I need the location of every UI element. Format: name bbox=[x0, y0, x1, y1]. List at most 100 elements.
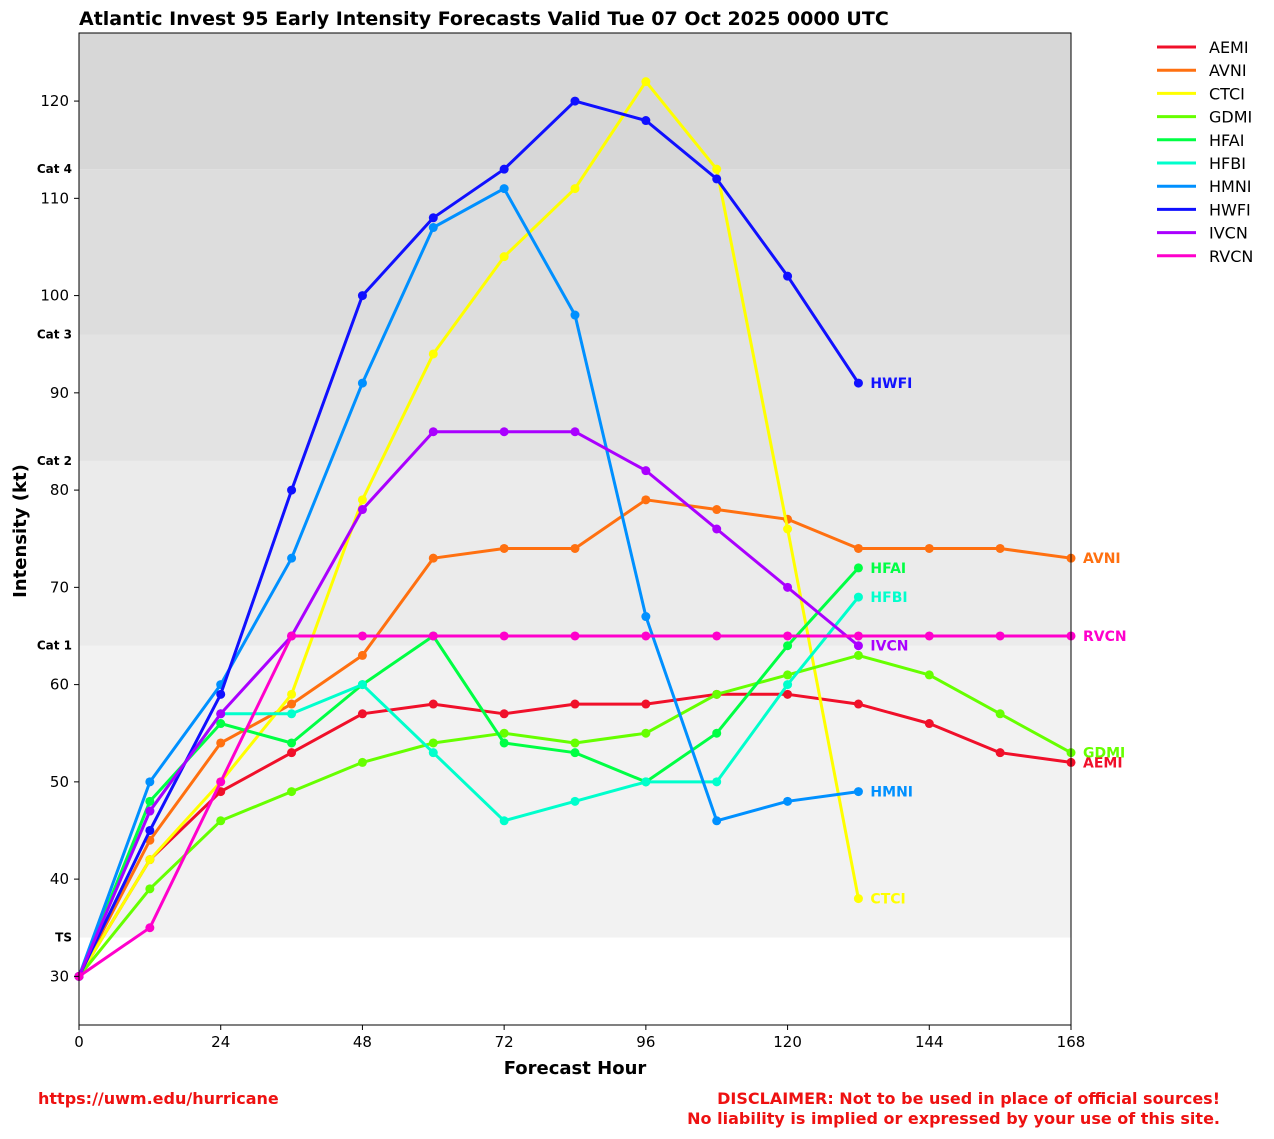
y-tick-label: 30 bbox=[50, 967, 69, 985]
data-point-rvcn bbox=[570, 631, 580, 641]
legend-item-hmni: HMNI bbox=[1157, 177, 1252, 196]
legend-label: HFAI bbox=[1209, 131, 1244, 150]
data-point-rvcn bbox=[712, 631, 722, 641]
data-point-avni bbox=[995, 543, 1005, 553]
data-point-aemi bbox=[570, 699, 580, 709]
data-point-hwfi bbox=[783, 271, 793, 281]
data-point-avni bbox=[357, 650, 367, 660]
y-tick-label: 80 bbox=[50, 481, 69, 499]
data-point-gdmi bbox=[783, 670, 793, 680]
series-end-labels: AEMI AVNI CTCI GDMI HFAI HFBI HMNI HWFI IVCN RVCN bbox=[870, 376, 1126, 907]
data-point-ivcn bbox=[145, 806, 155, 816]
series-rvcn bbox=[74, 631, 1076, 981]
series-line-ivcn bbox=[77, 430, 860, 977]
legend-item-rvcn: RVCN bbox=[1157, 247, 1253, 266]
end-label-gdmi: GDMI bbox=[1083, 746, 1125, 762]
legend-label: RVCN bbox=[1209, 247, 1253, 266]
footer-url[interactable]: https://uwm.edu/hurricane bbox=[38, 1089, 279, 1108]
y-tick-label: 110 bbox=[40, 189, 69, 207]
data-point-gdmi bbox=[357, 757, 367, 767]
legend-item-avni: AVNI bbox=[1157, 61, 1247, 80]
data-point-ivcn bbox=[428, 427, 438, 437]
legend-label: AEMI bbox=[1209, 38, 1249, 57]
data-point-hmni bbox=[499, 184, 509, 194]
data-point-gdmi bbox=[145, 884, 155, 894]
data-point-hfbi bbox=[499, 816, 509, 826]
x-tick-label: 96 bbox=[636, 1033, 655, 1051]
x-tick-label: 72 bbox=[495, 1033, 514, 1051]
data-point-rvcn bbox=[357, 631, 367, 641]
data-point-avni bbox=[570, 543, 580, 553]
data-point-ctci bbox=[145, 855, 155, 865]
end-label-ivcn: IVCN bbox=[870, 639, 908, 655]
data-point-hfbi bbox=[570, 796, 580, 806]
data-point-hmni bbox=[287, 553, 297, 563]
band-cat-3 bbox=[79, 169, 1071, 335]
series-line-hfai bbox=[77, 566, 860, 977]
series-ctci bbox=[74, 77, 863, 981]
y-axis-ticks: 30 40 50 60 70 80 90 100 110 120 bbox=[40, 92, 79, 985]
data-point-hwfi bbox=[853, 378, 863, 388]
legend: AEMI AVNI CTCI GDMI HFAI HFBI HMNI HWFI IVCN RVCN bbox=[1157, 38, 1253, 266]
data-point-ctci bbox=[357, 495, 367, 505]
data-point-hfbi bbox=[712, 777, 722, 787]
data-point-rvcn bbox=[428, 631, 438, 641]
legend-item-hfbi: HFBI bbox=[1157, 154, 1246, 173]
x-tick-label: 120 bbox=[773, 1033, 802, 1051]
end-label-hwfi: HWFI bbox=[870, 376, 912, 392]
legend-label: CTCI bbox=[1209, 84, 1245, 103]
data-point-avni bbox=[641, 495, 651, 505]
data-point-hmni bbox=[428, 223, 438, 233]
data-point-aemi bbox=[783, 689, 793, 699]
x-axis-ticks: 0 24 48 72 96 120 144 168 bbox=[74, 1025, 1085, 1051]
data-point-ivcn bbox=[641, 466, 651, 476]
series-line-hmni bbox=[77, 187, 859, 977]
data-point-rvcn bbox=[924, 631, 934, 641]
data-point-rvcn bbox=[995, 631, 1005, 641]
y-tick-label: 70 bbox=[50, 578, 69, 596]
legend-item-ctci: CTCI bbox=[1157, 84, 1245, 103]
data-point-hmni bbox=[145, 777, 155, 787]
data-point-hfbi bbox=[357, 680, 367, 690]
data-point-hfbi bbox=[853, 592, 863, 602]
data-point-hwfi bbox=[641, 116, 651, 126]
series-line-hwfi bbox=[77, 99, 860, 978]
band-label-cat-4: Cat 4 bbox=[37, 162, 72, 176]
data-point-gdmi bbox=[924, 670, 934, 680]
end-label-rvcn: RVCN bbox=[1083, 629, 1127, 645]
x-axis-label: Forecast Hour bbox=[504, 1058, 647, 1079]
data-point-avni bbox=[712, 505, 722, 515]
end-label-hfbi: HFBI bbox=[870, 590, 907, 606]
data-point-gdmi bbox=[287, 787, 297, 797]
data-point-hfai bbox=[853, 563, 863, 573]
y-tick-label: 120 bbox=[40, 92, 69, 110]
data-point-rvcn bbox=[853, 631, 863, 641]
data-point-hwfi bbox=[287, 485, 297, 495]
data-point-ivcn bbox=[712, 524, 722, 534]
series-hmni bbox=[74, 184, 863, 981]
data-point-rvcn bbox=[145, 923, 155, 933]
data-point-ivcn bbox=[216, 709, 226, 719]
data-point-gdmi bbox=[995, 709, 1005, 719]
data-point-avni bbox=[499, 543, 509, 553]
x-tick-label: 144 bbox=[915, 1033, 944, 1051]
band-label-cat-3: Cat 3 bbox=[37, 327, 72, 341]
data-point-hmni bbox=[641, 612, 651, 622]
band-cat-1 bbox=[79, 460, 1071, 646]
data-point-avni bbox=[287, 699, 297, 709]
legend-item-ivcn: IVCN bbox=[1157, 224, 1248, 243]
data-point-hmni bbox=[570, 310, 580, 320]
data-point-aemi bbox=[428, 699, 438, 709]
data-point-ctci bbox=[499, 252, 509, 262]
data-point-gdmi bbox=[712, 689, 722, 699]
data-point-ivcn bbox=[570, 427, 580, 437]
legend-label: HWFI bbox=[1209, 200, 1251, 219]
data-point-gdmi bbox=[570, 738, 580, 748]
x-tick-label: 0 bbox=[74, 1033, 84, 1051]
data-point-hfai bbox=[145, 796, 155, 806]
data-point-hfbi bbox=[428, 748, 438, 758]
series-line-ctci bbox=[77, 80, 860, 978]
x-tick-label: 24 bbox=[211, 1033, 230, 1051]
data-point-rvcn bbox=[641, 631, 651, 641]
data-point-rvcn bbox=[783, 631, 793, 641]
